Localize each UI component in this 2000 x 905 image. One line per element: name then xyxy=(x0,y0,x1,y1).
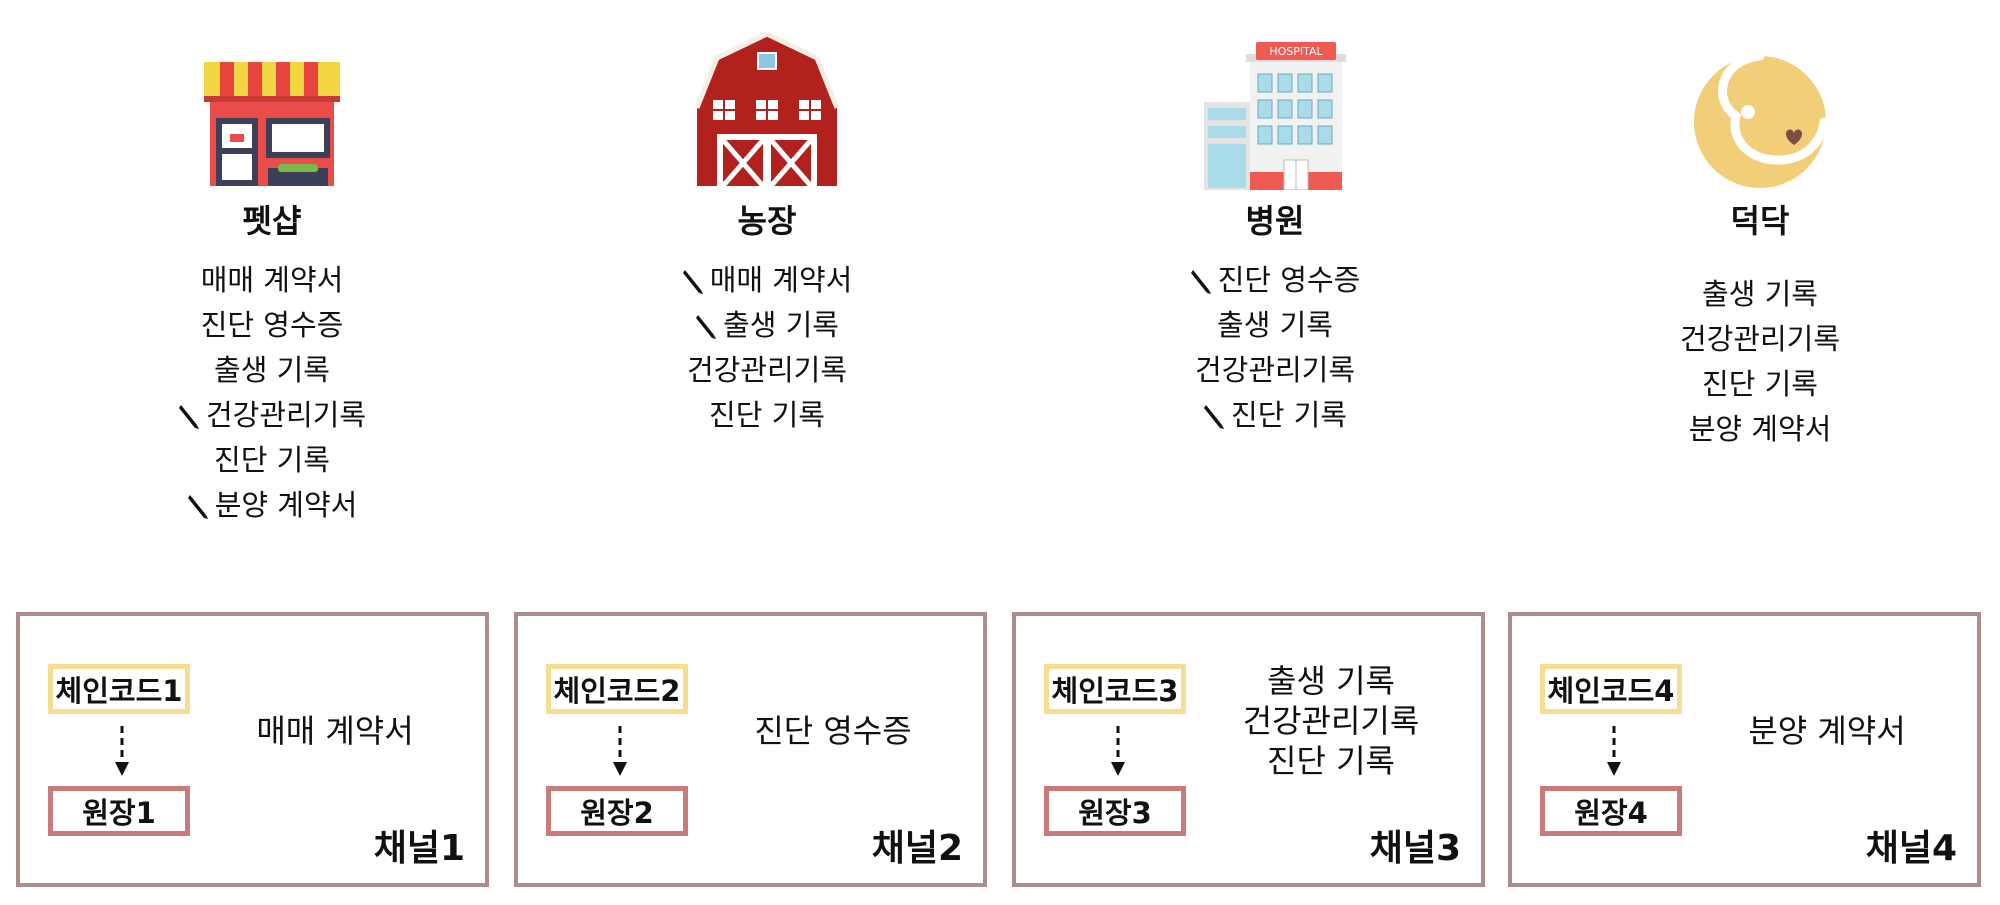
pencil-icon xyxy=(187,487,209,532)
chaincode-box: 체인코드1 xyxy=(48,664,190,714)
list-item: 진단 기록 xyxy=(1702,367,1818,401)
column-hospital: HOSPITAL 병원 진단 영수증 출생 기록 건강관리기록 진단 기록 xyxy=(1105,42,1445,438)
ledger-box: 원장2 xyxy=(546,786,688,836)
document-list: 매매 계약서 진단 영수증 출생 기록 건강관리기록 진단 기록 분양 계약서 xyxy=(102,258,442,528)
list-item: 매매 계약서 xyxy=(597,258,937,303)
column-title: 덕닥 xyxy=(1730,202,1790,240)
channel-document: 매매 계약서 xyxy=(256,712,414,750)
column-title: 병원 xyxy=(1245,202,1305,240)
column-farm: 농장 매매 계약서 출생 기록 건강관리기록 진단 기록 xyxy=(597,31,937,438)
list-item: 진단 기록 xyxy=(214,443,330,477)
pet-shop-icon xyxy=(102,50,442,190)
pencil-icon xyxy=(1190,262,1212,307)
channel-document: 진단 기록 xyxy=(1267,742,1395,780)
list-item: 건강관리기록 xyxy=(1194,353,1356,387)
column-title: 농장 xyxy=(737,202,797,240)
channel-name: 채널2 xyxy=(871,828,963,869)
pencil-icon xyxy=(1203,397,1225,442)
dog-logo-icon xyxy=(1590,50,1930,190)
pencil-icon xyxy=(682,262,704,307)
ledger-box: 원장1 xyxy=(48,786,190,836)
list-item: 매매 계약서 xyxy=(200,263,344,297)
dashed-arrow-icon xyxy=(1607,726,1621,776)
list-item: 진단 기록 xyxy=(1105,393,1445,438)
channel-documents: 매매 계약서 xyxy=(220,676,450,786)
list-item: 진단 기록 xyxy=(709,398,825,432)
list-item: 건강관리기록 xyxy=(1679,322,1841,356)
barn-icon xyxy=(597,31,937,190)
channel-box-1: 체인코드1 원장1 매매 계약서 채널1 xyxy=(16,612,489,887)
channel-box-4: 체인코드4 원장4 분양 계약서 채널4 xyxy=(1508,612,1981,887)
channel-name: 채널3 xyxy=(1369,828,1461,869)
document-list: 진단 영수증 출생 기록 건강관리기록 진단 기록 xyxy=(1105,258,1445,438)
list-item: 건강관리기록 xyxy=(102,393,442,438)
svg-text:HOSPITAL: HOSPITAL xyxy=(1269,45,1323,58)
list-item: 출생 기록 xyxy=(1217,308,1333,342)
ledger-box: 원장4 xyxy=(1540,786,1682,836)
list-item: 건강관리기록 xyxy=(686,353,848,387)
pencil-icon xyxy=(695,307,717,352)
list-item: 분양 계약서 xyxy=(1688,412,1832,446)
chaincode-box: 체인코드4 xyxy=(1540,664,1682,714)
list-item: 출생 기록 xyxy=(597,303,937,348)
ledger-box: 원장3 xyxy=(1044,786,1186,836)
list-item: 진단 영수증 xyxy=(1105,258,1445,303)
list-item: 출생 기록 xyxy=(1702,277,1818,311)
pencil-icon xyxy=(178,397,200,442)
channel-box-2: 체인코드2 원장2 진단 영수증 채널2 xyxy=(514,612,987,887)
channel-documents: 출생 기록 건강관리기록 진단 기록 xyxy=(1216,656,1446,786)
chaincode-box: 체인코드2 xyxy=(546,664,688,714)
channel-document: 분양 계약서 xyxy=(1748,712,1906,750)
channel-documents: 분양 계약서 xyxy=(1712,676,1942,786)
dashed-arrow-icon xyxy=(613,726,627,776)
channel-box-3: 체인코드3 원장3 출생 기록 건강관리기록 진단 기록 채널3 xyxy=(1012,612,1485,887)
chaincode-box: 체인코드3 xyxy=(1044,664,1186,714)
hospital-icon: HOSPITAL xyxy=(1105,42,1445,190)
list-item: 진단 영수증 xyxy=(200,308,344,342)
column-pet-shop: 펫샵 매매 계약서 진단 영수증 출생 기록 건강관리기록 진단 기록 분양 계… xyxy=(102,50,442,528)
list-item: 출생 기록 xyxy=(214,353,330,387)
column-dukdak: 덕닥 출생 기록 건강관리기록 진단 기록 분양 계약서 xyxy=(1590,50,1930,452)
document-list: 출생 기록 건강관리기록 진단 기록 분양 계약서 xyxy=(1590,272,1930,452)
channel-document: 출생 기록 xyxy=(1267,662,1395,700)
channel-documents: 진단 영수증 xyxy=(718,676,948,786)
list-item: 분양 계약서 xyxy=(102,483,442,528)
channel-name: 채널1 xyxy=(373,828,465,869)
dashed-arrow-icon xyxy=(1111,726,1125,776)
dashed-arrow-icon xyxy=(115,726,129,776)
column-title: 펫샵 xyxy=(242,202,302,240)
document-list: 매매 계약서 출생 기록 건강관리기록 진단 기록 xyxy=(597,258,937,438)
channel-document: 진단 영수증 xyxy=(754,712,912,750)
channel-document: 건강관리기록 xyxy=(1242,702,1420,740)
channel-name: 채널4 xyxy=(1865,828,1957,869)
